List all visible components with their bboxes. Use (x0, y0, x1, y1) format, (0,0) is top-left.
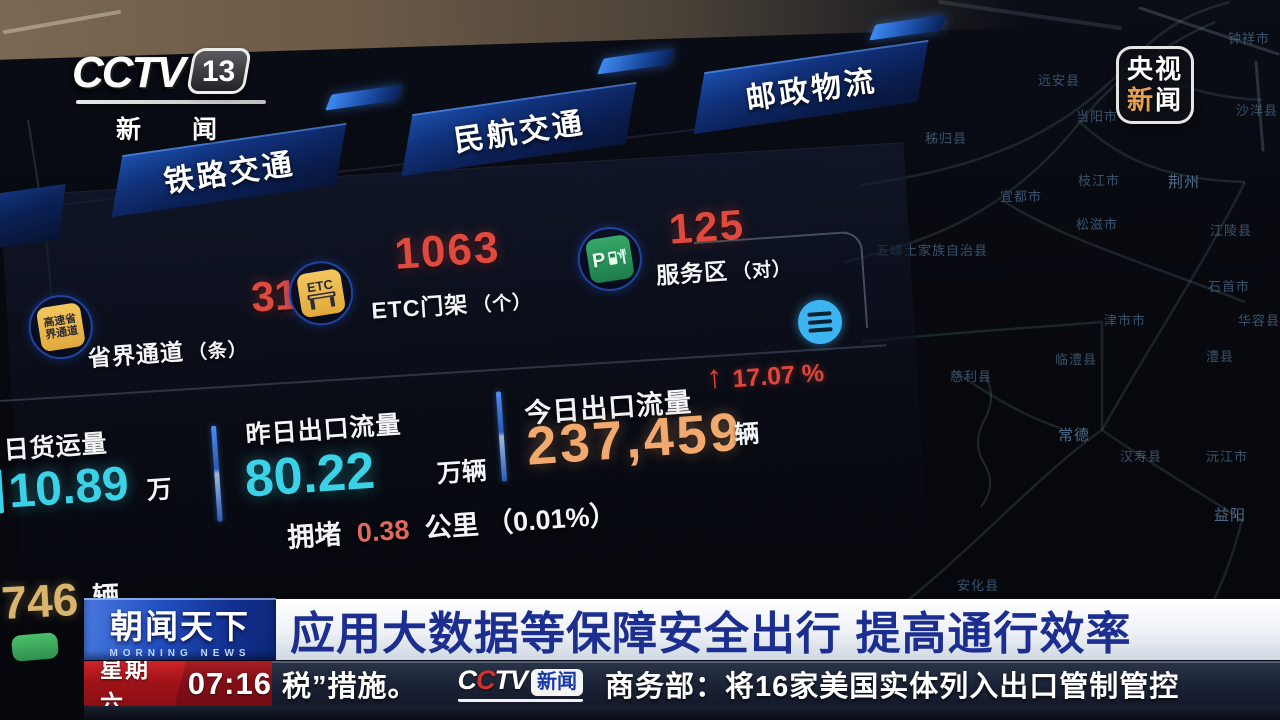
news-ticker: 税”措施。 C C TV 新闻 商务部：将16家美国实体列入出口管制管控 (272, 661, 1280, 706)
cctv-news-ticker-logo: C C TV 新闻 (457, 665, 584, 702)
program-title: 朝闻天下 (110, 608, 250, 645)
badge-char-wen: 闻 (1155, 85, 1184, 115)
kpi-etc-gantries: ETC 1063 ETC门架 （个） (280, 215, 586, 336)
banner-bottom-strip (84, 706, 1280, 720)
ticker-text-after: 商务部：将16家美国实体列入出口管制管控 (605, 670, 1180, 703)
channel-number-box: 13 (185, 48, 252, 94)
channel-name: 新 闻 (116, 116, 239, 144)
kpi-service-areas: P 125 服务区 （对） (565, 187, 831, 305)
tab-label: 民航交通 (451, 106, 588, 159)
flow-daily-freight: 日货运量 10.89 万 (0, 412, 197, 535)
cctv-wordmark: CCTV (72, 48, 186, 97)
broadcast-banner: 朝闻天下 MORNING NEWS MORNING NEWS 应用大数据等保障安… (84, 597, 1280, 720)
ticker-logo-news: 新闻 (531, 669, 584, 696)
headline-bar: 应用大数据等保障安全出行 提高通行效率 (276, 599, 1280, 660)
badge-char-new: 新 (1126, 85, 1155, 115)
weekday-label: 星期六 (100, 661, 150, 706)
map-label: 江陵县 (1210, 223, 1253, 238)
flow-unit: 辆 (733, 419, 761, 450)
accent-bar (495, 391, 508, 482)
panel-corner-border (693, 230, 869, 340)
kpi-label-text: ETC门架 (370, 291, 470, 324)
congestion-label: 拥堵 (286, 519, 343, 553)
map-label: 汉寿县 (1120, 449, 1163, 464)
ticker-logo-c-red: C (476, 665, 495, 695)
flow-unit: 万辆 (435, 456, 488, 489)
flow-unit: 万 (145, 475, 173, 505)
congestion-percent: （0.01%） (485, 499, 618, 540)
map-label: 安化县 (957, 578, 1000, 593)
congestion-value: 0.38 (355, 514, 411, 549)
ticker-logo-tv: TV (494, 665, 529, 695)
kpi-value: 1063 (392, 222, 502, 279)
badge-line2: 新闻 (1127, 85, 1183, 116)
tab-label: 铁路交通 (161, 147, 298, 200)
map-label: 秭归县 (925, 131, 968, 146)
program-logo: 朝闻天下 MORNING NEWS MORNING NEWS (84, 598, 276, 660)
congestion-unit: 公里 (423, 509, 480, 544)
service-area-icon: P (575, 224, 645, 294)
map-label: 枝江市 (1078, 173, 1121, 188)
fuel-fork-glyph (607, 248, 626, 265)
badge-line1: 央视 (1126, 54, 1183, 84)
kpi-unit: （个） (471, 291, 533, 317)
map-label: 远安县 (1038, 73, 1081, 88)
map-label: 津市市 (1104, 313, 1147, 328)
kpi-label-text: 省界通道 (87, 338, 185, 372)
logo-underline (76, 100, 266, 104)
channel-logo: CCTV 13 新 闻 (72, 48, 266, 146)
map-label: 松滋市 (1076, 217, 1119, 232)
kpi-label: ETC门架 （个） (370, 281, 533, 326)
etc-gantry-icon: ETC (286, 259, 356, 328)
map-label: 钟祥市 (1228, 31, 1271, 46)
highway-boundary-icon: 高速省 界通道 (26, 292, 95, 362)
map-label: 荆州 (1168, 174, 1201, 191)
clipped-icon (10, 632, 60, 662)
map-label: 当阳市 (1076, 109, 1119, 124)
map-label: 沅江市 (1206, 449, 1249, 464)
kpi-label: 省界通道 （条） (87, 328, 249, 373)
ticker-logo-c: C (457, 665, 477, 695)
flow-value: 80.22 (242, 441, 377, 509)
cctv-news-badge: 央视 新闻 (1116, 46, 1194, 124)
map-label: 石首市 (1208, 279, 1251, 294)
icon-text: P (590, 248, 608, 273)
flow-value: 10.89 (6, 457, 131, 519)
ticker-text-before: 税”措施。 (282, 670, 418, 703)
kpi-unit: （条） (187, 339, 249, 365)
bottom-stat-value: 746 (0, 572, 80, 629)
map-label: 华容县 (1238, 313, 1280, 328)
clock-time: 07:16 (187, 665, 272, 701)
map-label: 益阳 (1214, 507, 1247, 524)
map-label: 常德 (1058, 427, 1091, 444)
map-label: 澧县 (1206, 349, 1235, 364)
delta-value: 17.07 % (731, 358, 826, 394)
map-label: 沙洋县 (1236, 103, 1279, 118)
time-box: 星期六 07:16 (84, 661, 272, 706)
program-subtitle-reflection: MORNING NEWS (84, 657, 276, 660)
flow-today-exit: 今日出口流量 ↑ 17.07 % 237,459 辆 (492, 355, 859, 500)
gantry-glyph (307, 290, 336, 310)
headline-text: 应用大数据等保障安全出行 提高通行效率 (290, 608, 1132, 659)
delta-up-arrow: ↑ (705, 357, 724, 395)
map-label: 慈利县 (950, 369, 993, 384)
map-label: 宜都市 (1000, 189, 1043, 204)
tab-label: 邮政物流 (743, 64, 880, 117)
map-label: 临澧县 (1055, 352, 1098, 367)
program-subtitle: MORNING NEWS (109, 648, 251, 659)
channel-number: 13 (201, 55, 236, 88)
kpi-boundary-channels: 高速省 界通道 31 省界通道 （条） (18, 268, 314, 388)
